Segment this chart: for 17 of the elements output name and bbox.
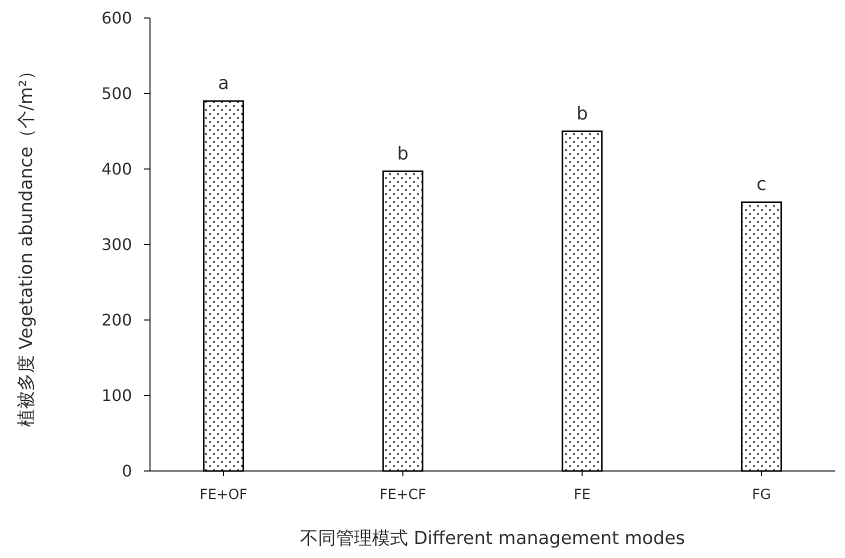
x-axis-title: 不同管理模式 Different management modes <box>300 528 686 549</box>
annotation: c <box>756 174 766 196</box>
y-tick-label: 100 <box>101 386 132 406</box>
annotation: a <box>218 73 230 94</box>
y-tick-label: 200 <box>101 310 132 330</box>
x-tick-label: FG <box>752 487 771 503</box>
annotation: b <box>576 103 588 124</box>
y-tick-label: 300 <box>101 235 132 254</box>
y-tick-label: 600 <box>101 8 132 28</box>
annotation: b <box>397 143 409 164</box>
y-tick-label: 500 <box>101 84 132 104</box>
x-tick-label: FE+CF <box>380 487 426 503</box>
y-tick-label: 0 <box>122 462 132 481</box>
y-tick-label: 400 <box>101 160 132 179</box>
x-tick-label: FE+OF <box>200 487 248 503</box>
y-axis-title: 植被多度 Vegetation abundance（个/m²） <box>16 62 37 428</box>
x-tick-label: FE <box>574 487 591 503</box>
